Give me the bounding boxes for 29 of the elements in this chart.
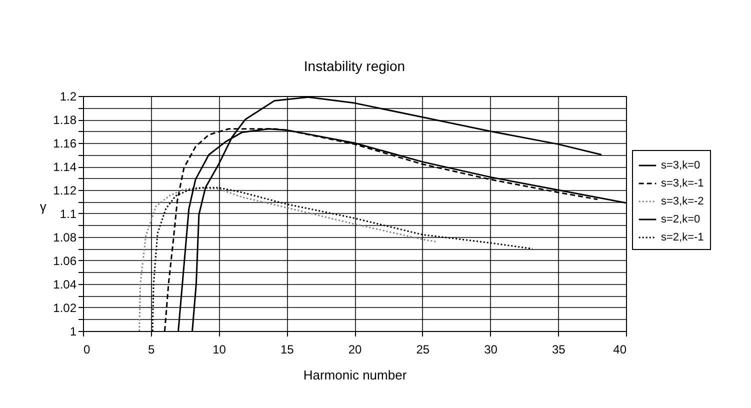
- y-tick-label: 1.16: [53, 136, 77, 150]
- legend-label: s=3,k=-1: [661, 178, 704, 190]
- legend-label: s=3,k=0: [661, 160, 700, 172]
- y-tick-label: 1.06: [53, 254, 77, 268]
- y-tick-label: 1.08: [53, 230, 77, 244]
- legend-label: s=2,k=-1: [661, 232, 704, 244]
- y-tick-label: 1.12: [53, 184, 77, 198]
- y-tick-label: 1: [70, 324, 77, 338]
- y-tick-label: 1.1: [60, 207, 77, 221]
- x-axis-title: Harmonic number: [303, 368, 408, 382]
- x-tick-label: 0: [84, 342, 90, 356]
- legend-label: s=3,k=-2: [661, 196, 704, 208]
- x-tick-label: 35: [552, 342, 566, 356]
- legend-label: s=2,k=0: [661, 214, 700, 226]
- line-series: [138, 186, 437, 331]
- y-tick-label: 1.18: [53, 113, 77, 127]
- x-tick-label: 15: [280, 342, 294, 356]
- y-tick-label: 1.04: [53, 278, 77, 292]
- y-tick-label: 1.2: [60, 90, 77, 104]
- x-tick-label: 30: [484, 342, 498, 356]
- x-tick-label: 5: [148, 342, 156, 356]
- y-tick-label: 1.02: [53, 301, 77, 315]
- x-tick-label: 10: [212, 342, 226, 356]
- chart-title: Instability region: [304, 58, 406, 74]
- x-tick-label: 25: [416, 342, 430, 356]
- x-tick-label: 20: [348, 342, 362, 356]
- x-tick-label: 40: [613, 342, 627, 356]
- y-axis-title: γ: [40, 199, 47, 214]
- y-tick-label: 1.14: [53, 160, 77, 174]
